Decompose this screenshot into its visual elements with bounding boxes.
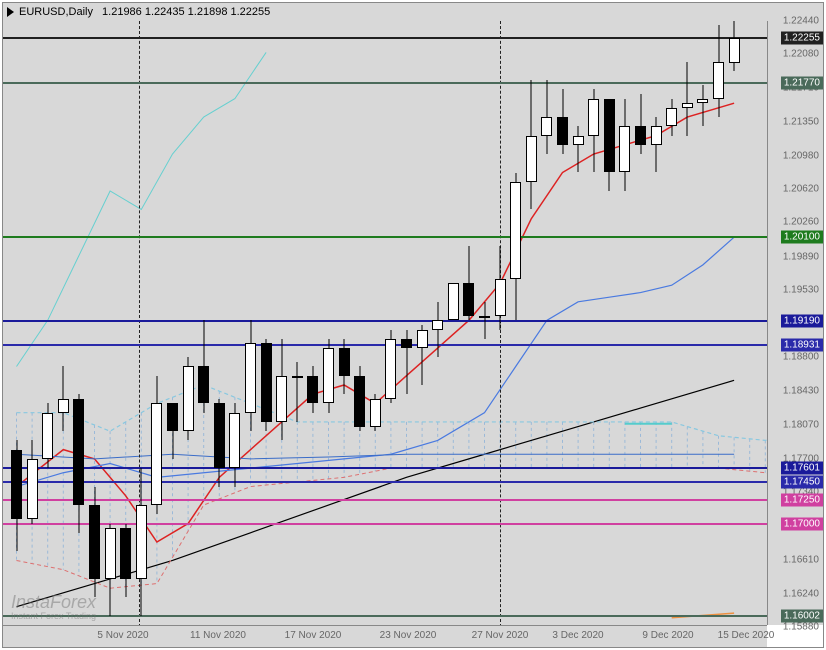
expand-arrow-icon[interactable] xyxy=(7,7,14,17)
candle xyxy=(339,21,350,627)
candle xyxy=(292,21,303,627)
y-tick: 1.16610 xyxy=(783,554,819,565)
candle xyxy=(604,21,615,627)
ohlc-label: 1.21986 1.22435 1.21898 1.22255 xyxy=(102,6,270,18)
y-tick: 1.18430 xyxy=(783,386,819,397)
candle xyxy=(479,21,490,627)
candle xyxy=(261,21,272,627)
candle xyxy=(697,21,708,627)
x-tick: 9 Dec 2020 xyxy=(642,630,693,641)
chart-header: EURUSD,Daily 1.21986 1.22435 1.21898 1.2… xyxy=(3,3,823,21)
candle xyxy=(619,21,630,627)
price-label: 1.16002 xyxy=(781,609,823,622)
chart-container: EURUSD,Daily 1.21986 1.22435 1.21898 1.2… xyxy=(2,2,824,648)
y-tick: 1.20980 xyxy=(783,150,819,161)
y-tick: 1.22080 xyxy=(783,49,819,60)
candle xyxy=(495,21,506,627)
candle xyxy=(11,21,22,627)
plot-area[interactable] xyxy=(3,21,767,627)
x-tick: 23 Nov 2020 xyxy=(380,630,437,641)
candle xyxy=(588,21,599,627)
price-label: 1.17250 xyxy=(781,494,823,507)
candle xyxy=(89,21,100,627)
x-tick: 11 Nov 2020 xyxy=(190,630,246,641)
candle xyxy=(370,21,381,627)
x-tick: 3 Dec 2020 xyxy=(552,630,603,641)
candle xyxy=(526,21,537,627)
candle xyxy=(401,21,412,627)
candle xyxy=(713,21,724,627)
x-axis: 5 Nov 2020 11 Nov 2020 17 Nov 2020 23 Nov 2… xyxy=(3,625,767,647)
candle xyxy=(635,21,646,627)
symbol-label: EURUSD,Daily xyxy=(19,6,93,18)
y-tick: 1.18070 xyxy=(783,419,819,430)
candle xyxy=(651,21,662,627)
candle xyxy=(557,21,568,627)
price-label: 1.22255 xyxy=(781,32,823,45)
candle xyxy=(58,21,69,627)
candle xyxy=(729,21,740,627)
y-tick: 1.16240 xyxy=(783,588,819,599)
candle xyxy=(463,21,474,627)
y-tick: 1.19530 xyxy=(783,284,819,295)
candle xyxy=(245,21,256,627)
y-tick: 1.21350 xyxy=(783,116,819,127)
y-tick: 1.20620 xyxy=(783,184,819,195)
candle xyxy=(105,21,116,627)
candle xyxy=(573,21,584,627)
x-tick: 27 Nov 2020 xyxy=(472,630,529,641)
x-tick: 17 Nov 2020 xyxy=(285,630,342,641)
price-label: 1.17000 xyxy=(781,517,823,530)
candle xyxy=(120,21,131,627)
y-tick: 1.20260 xyxy=(783,217,819,228)
y-tick: 1.22440 xyxy=(783,16,819,27)
price-label: 1.19190 xyxy=(781,315,823,328)
candle xyxy=(276,21,287,627)
candle xyxy=(42,21,53,627)
x-tick: 5 Nov 2020 xyxy=(97,630,148,641)
candle xyxy=(136,21,147,627)
price-label: 1.18931 xyxy=(781,339,823,352)
candle xyxy=(307,21,318,627)
candle xyxy=(167,21,178,627)
y-tick: 1.18800 xyxy=(783,352,819,363)
candle xyxy=(198,21,209,627)
price-label: 1.21770 xyxy=(781,76,823,89)
candle xyxy=(27,21,38,627)
x-tick: 15 Dec 2020 xyxy=(718,630,775,641)
candle xyxy=(417,21,428,627)
y-tick: 1.15880 xyxy=(783,622,819,633)
y-tick: 1.19890 xyxy=(783,251,819,262)
price-label: 1.17601 xyxy=(781,462,823,475)
candle xyxy=(432,21,443,627)
candle xyxy=(682,21,693,627)
candle xyxy=(229,21,240,627)
candle xyxy=(323,21,334,627)
candle xyxy=(448,21,459,627)
y-axis: 1.224401.220801.217101.213501.209801.206… xyxy=(767,21,823,625)
candle xyxy=(73,21,84,627)
price-label: 1.17450 xyxy=(781,475,823,488)
candle xyxy=(214,21,225,627)
candle xyxy=(354,21,365,627)
candle xyxy=(151,21,162,627)
candle xyxy=(510,21,521,627)
candle xyxy=(541,21,552,627)
candle xyxy=(666,21,677,627)
candle xyxy=(385,21,396,627)
price-label: 1.20100 xyxy=(781,231,823,244)
candle xyxy=(183,21,194,627)
